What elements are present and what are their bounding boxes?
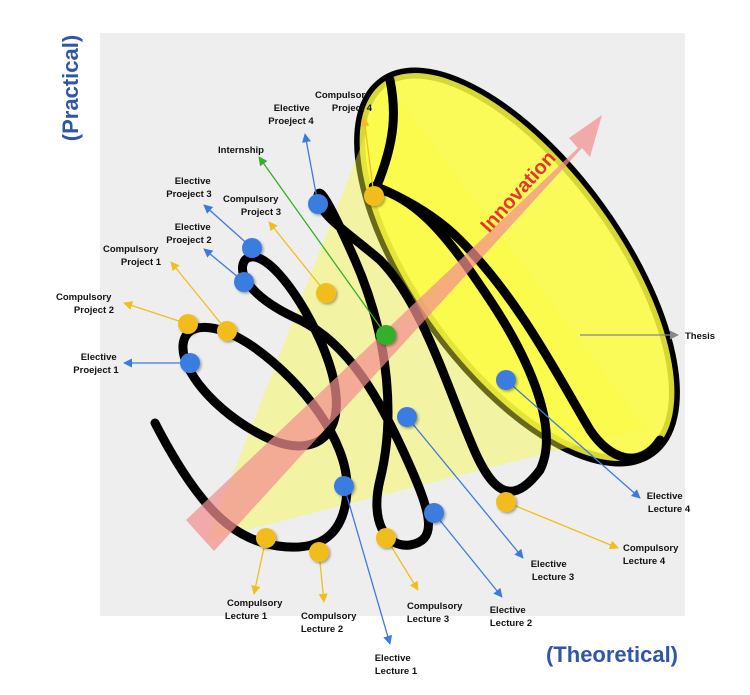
- vertical-axis-label: (Practical): [58, 35, 83, 141]
- node-elective-project-4: [308, 194, 328, 214]
- label-compulsory-lecture-4: Compulsory Lecture 4: [623, 543, 681, 567]
- connector-lines: [123, 117, 679, 645]
- node-elective-lecture-4: [496, 370, 516, 390]
- label-elective-project-1: Elective Proeject 1: [73, 352, 119, 376]
- thesis-label: Thesis: [685, 331, 715, 342]
- node-compulsory-project-1: [217, 321, 237, 341]
- node-compulsory-lecture-2: [309, 542, 329, 562]
- label-elective-project-4: Elective Proeject 4: [268, 103, 314, 127]
- node-compulsory-project-3: [316, 283, 336, 303]
- spiral: [150, 75, 665, 552]
- label-elective-lecture-2: Elective Lecture 2: [490, 605, 532, 629]
- node-elective-project-2: [234, 272, 254, 292]
- label-internship: Internship: [218, 145, 264, 156]
- nodes: [178, 186, 516, 562]
- node-elective-project-3: [242, 238, 262, 258]
- label-compulsory-project-4: Compulsory Project 4: [315, 90, 373, 114]
- label-elective-project-2: Elective Proeject 2: [166, 222, 213, 246]
- node-compulsory-lecture-4: [496, 492, 516, 512]
- horizontal-axis-label: (Theoretical): [546, 642, 678, 667]
- label-elective-project-3: Elective Proeject 3: [166, 176, 213, 200]
- node-compulsory-project-4: [364, 186, 384, 206]
- node-elective-lecture-3: [397, 407, 417, 427]
- node-internship: [376, 325, 396, 345]
- node-elective-lecture-2: [424, 503, 444, 523]
- label-elective-lecture-1: Elective Lecture 1: [375, 653, 418, 677]
- label-compulsory-lecture-2: Compulsory Lecture 2: [301, 611, 359, 635]
- label-elective-lecture-3: Elective Lecture 3: [531, 559, 574, 583]
- label-elective-lecture-4: Elective Lecture 4: [647, 491, 691, 515]
- label-compulsory-project-2: Compulsory Project 2: [56, 292, 114, 316]
- label-compulsory-lecture-1: Compulsory Lecture 1: [225, 598, 285, 622]
- node-elective-project-1: [180, 353, 200, 373]
- node-compulsory-lecture-3: [376, 528, 396, 548]
- node-labels: Thesis Compulsory Project 4 Elective Pro…: [56, 90, 715, 677]
- node-elective-lecture-1: [334, 476, 354, 496]
- node-compulsory-lecture-1: [256, 528, 276, 548]
- label-compulsory-lecture-3: Compulsory Lecture 3: [407, 601, 465, 625]
- label-compulsory-project-3: Compulsory Project 3: [223, 194, 281, 218]
- funnel-mouth: [359, 73, 675, 461]
- node-compulsory-project-2: [178, 314, 198, 334]
- label-compulsory-project-1: Compulsory Project 1: [103, 244, 162, 268]
